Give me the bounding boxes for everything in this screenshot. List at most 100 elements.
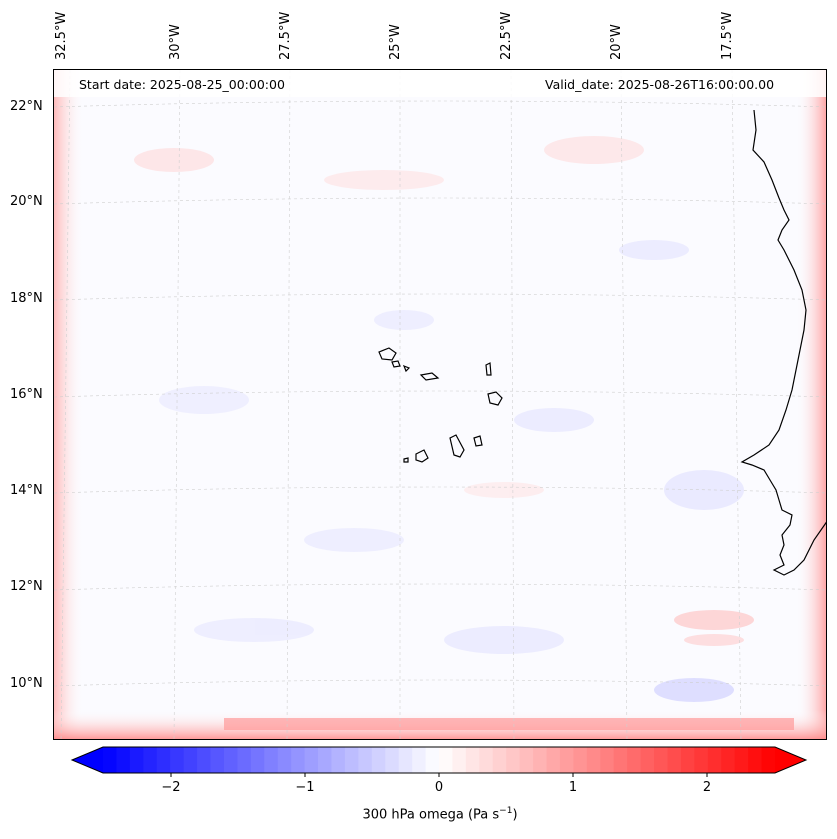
lon-label: 20°W (609, 24, 624, 60)
colorbar-cell (264, 747, 279, 773)
lat-gridline (54, 486, 826, 494)
lon-gridline (731, 70, 742, 739)
info-bar-background (54, 70, 826, 97)
lon-gridline (620, 70, 628, 739)
colorbar-tick-marks (170, 773, 708, 777)
colorbar-cell (331, 747, 346, 773)
colorbar-cell (452, 747, 467, 773)
colorbar-cell (519, 747, 534, 773)
colorbar-cell (197, 747, 212, 773)
colorbar-cell (694, 747, 709, 773)
lat-gridline (54, 293, 826, 301)
colorbar-extend-min (72, 747, 103, 773)
lat-label: 12°N (10, 579, 43, 594)
colorbar-cell (129, 747, 144, 773)
lon-gridline (286, 70, 291, 739)
lat-gridline (54, 100, 826, 108)
colorbar-cell (734, 747, 749, 773)
cabo-verde-islands (378, 347, 503, 463)
colorbar-cell (103, 747, 117, 773)
colorbar-tick-label: 2 (702, 780, 712, 795)
lon-label: 27.5°W (278, 11, 293, 60)
colorbar-cell (439, 747, 453, 773)
map-panel (53, 69, 827, 740)
colorbar-cell (573, 747, 588, 773)
colorbar-cell (412, 747, 427, 773)
colorbar-cell (170, 747, 185, 773)
colorbar-cell (250, 747, 265, 773)
left-boundary-band (54, 70, 84, 739)
lat-label: 10°N (10, 676, 43, 691)
colorbar-cell (385, 747, 400, 773)
colorbar-cell (721, 747, 736, 773)
bottom-strong-band (224, 718, 794, 730)
colorbar-cell (533, 747, 548, 773)
right-boundary-band (796, 70, 826, 739)
start-date-text: Start date: 2025-08-25_00:00:00 (79, 77, 285, 92)
colorbar-cell (613, 747, 628, 773)
colorbar-cell (425, 747, 440, 773)
colorbar-cell (748, 747, 763, 773)
colorbar-label: 300 hPa omega (Pa s−1) (362, 806, 518, 823)
lat-gridline (54, 197, 826, 205)
africa-coastline (740, 109, 826, 576)
colorbar-cell (640, 747, 655, 773)
lat-label: 20°N (10, 194, 43, 209)
omega-field-map (54, 70, 826, 739)
colorbar-cells (72, 747, 806, 773)
omega-blobs (134, 136, 754, 702)
colorbar-cell (237, 747, 252, 773)
colorbar-cell (761, 747, 776, 773)
colorbar-cell (156, 747, 171, 773)
colorbar-cell (304, 747, 319, 773)
lat-gridline (54, 679, 826, 687)
valid-date-text: Valid_date: 2025-08-26T16:00:00.00 (545, 77, 775, 92)
colorbar-cell (600, 747, 615, 773)
lon-label: 17.5°W (720, 11, 735, 60)
lon-label: 32.5°W (54, 11, 69, 60)
colorbar-cell (586, 747, 601, 773)
gridlines (54, 70, 826, 739)
colorbar-cell (398, 747, 413, 773)
colorbar-cell (371, 747, 386, 773)
colorbar-cell (344, 747, 359, 773)
lon-gridline (173, 70, 181, 739)
lat-label: 22°N (10, 99, 43, 114)
colorbar-cell (277, 747, 292, 773)
colorbar-cell (627, 747, 642, 773)
colorbar-cell (223, 747, 238, 773)
colorbar-cell (465, 747, 480, 773)
lat-label: 18°N (10, 291, 43, 306)
colorbar-cell (667, 747, 682, 773)
colorbar-cell (479, 747, 494, 773)
colorbar-cell (318, 747, 332, 773)
lat-gridline (54, 583, 826, 591)
colorbar-outline (70, 746, 808, 774)
lon-gridline (510, 70, 515, 739)
colorbar-tick-label: −2 (161, 780, 181, 795)
colorbar-cell (506, 747, 521, 773)
colorbar-cell (116, 747, 131, 773)
colorbar-tick-label: −1 (295, 780, 315, 795)
lon-label: 22.5°W (499, 11, 514, 60)
lat-label: 14°N (10, 483, 43, 498)
colorbar-cell (707, 747, 722, 773)
lat-label: 16°N (10, 387, 43, 402)
colorbar-tick-label: 1 (568, 780, 578, 795)
colorbar-cell (291, 747, 306, 773)
colorbar-cell (546, 747, 561, 773)
colorbar-cell (654, 747, 668, 773)
lon-label: 30°W (168, 24, 183, 60)
colorbar-cell (492, 747, 507, 773)
colorbar-cell (143, 747, 158, 773)
colorbar-cell (680, 747, 695, 773)
colorbar-cell (183, 747, 198, 773)
colorbar-cell (559, 747, 574, 773)
lon-label: 25°W (388, 24, 403, 60)
lon-gridline (60, 70, 71, 739)
colorbar-cell (358, 747, 373, 773)
colorbar-extend-max (775, 747, 806, 773)
lat-gridline (54, 390, 826, 398)
colorbar-tick-label: 0 (434, 780, 444, 795)
colorbar-cell (210, 747, 225, 773)
